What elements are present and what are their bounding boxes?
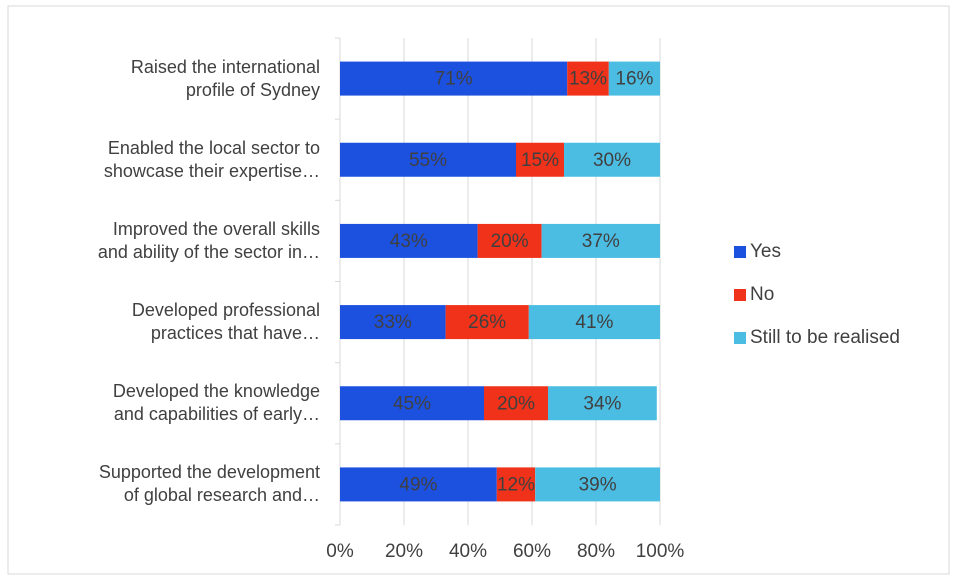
data-label: 33% bbox=[374, 312, 412, 333]
data-label: 15% bbox=[521, 150, 559, 171]
bar-segment bbox=[340, 223, 478, 258]
bar-segment bbox=[484, 386, 548, 421]
bar-segment bbox=[528, 305, 660, 340]
bar-segment bbox=[340, 386, 484, 421]
legend-swatch bbox=[734, 289, 746, 301]
bar-segment bbox=[564, 142, 660, 177]
data-label: 13% bbox=[569, 69, 607, 90]
y-tick-label: Developed professional practices that ha… bbox=[131, 300, 320, 344]
bar-segment bbox=[548, 386, 657, 421]
y-tick-label: Enabled the local sector to showcase the… bbox=[103, 137, 320, 181]
bar-segment bbox=[340, 305, 446, 340]
bar-segment bbox=[340, 142, 516, 177]
chart-border bbox=[7, 5, 950, 575]
legend-swatch bbox=[734, 246, 746, 258]
bar-segment bbox=[541, 223, 660, 258]
bar-segment bbox=[608, 61, 660, 96]
legend-label: Still to be realised bbox=[750, 327, 900, 348]
data-label: 45% bbox=[393, 393, 431, 414]
legend-label: Yes bbox=[750, 241, 781, 262]
bar-segment bbox=[535, 467, 660, 502]
y-tick-label: Improved the overall skills and ability … bbox=[97, 218, 320, 262]
data-label: 20% bbox=[491, 231, 529, 252]
bar-segment bbox=[496, 467, 536, 502]
y-tick-label: Supported the development of global rese… bbox=[98, 462, 320, 506]
data-label: 49% bbox=[399, 474, 437, 495]
legend-swatch bbox=[734, 332, 746, 344]
x-tick-label: 20% bbox=[385, 541, 423, 562]
data-label: 16% bbox=[615, 69, 653, 90]
bar-segment bbox=[340, 61, 568, 96]
y-tick-label: Raised the international profile of Sydn… bbox=[130, 56, 320, 100]
data-label: 41% bbox=[575, 312, 613, 333]
data-label: 55% bbox=[409, 150, 447, 171]
data-label: 39% bbox=[579, 474, 617, 495]
bar-segment bbox=[340, 467, 497, 502]
data-label: 12% bbox=[497, 474, 535, 495]
x-tick-label: 40% bbox=[449, 541, 487, 562]
x-tick-label: 80% bbox=[577, 541, 615, 562]
y-tick-label: Developed the knowledge and capabilities… bbox=[112, 381, 320, 425]
data-label: 43% bbox=[390, 231, 428, 252]
data-label: 71% bbox=[435, 69, 473, 90]
bar-segment bbox=[516, 142, 564, 177]
data-label: 20% bbox=[497, 393, 535, 414]
data-label: 34% bbox=[583, 393, 621, 414]
x-tick-label: 100% bbox=[636, 541, 685, 562]
data-label: 37% bbox=[582, 231, 620, 252]
bar-segment bbox=[477, 223, 542, 258]
legend-label: No bbox=[750, 284, 774, 305]
data-label: 26% bbox=[468, 312, 506, 333]
bar-segment bbox=[445, 305, 529, 340]
bar-segment bbox=[567, 61, 609, 96]
x-tick-label: 0% bbox=[326, 541, 354, 562]
data-label: 30% bbox=[593, 150, 631, 171]
x-tick-label: 60% bbox=[513, 541, 551, 562]
